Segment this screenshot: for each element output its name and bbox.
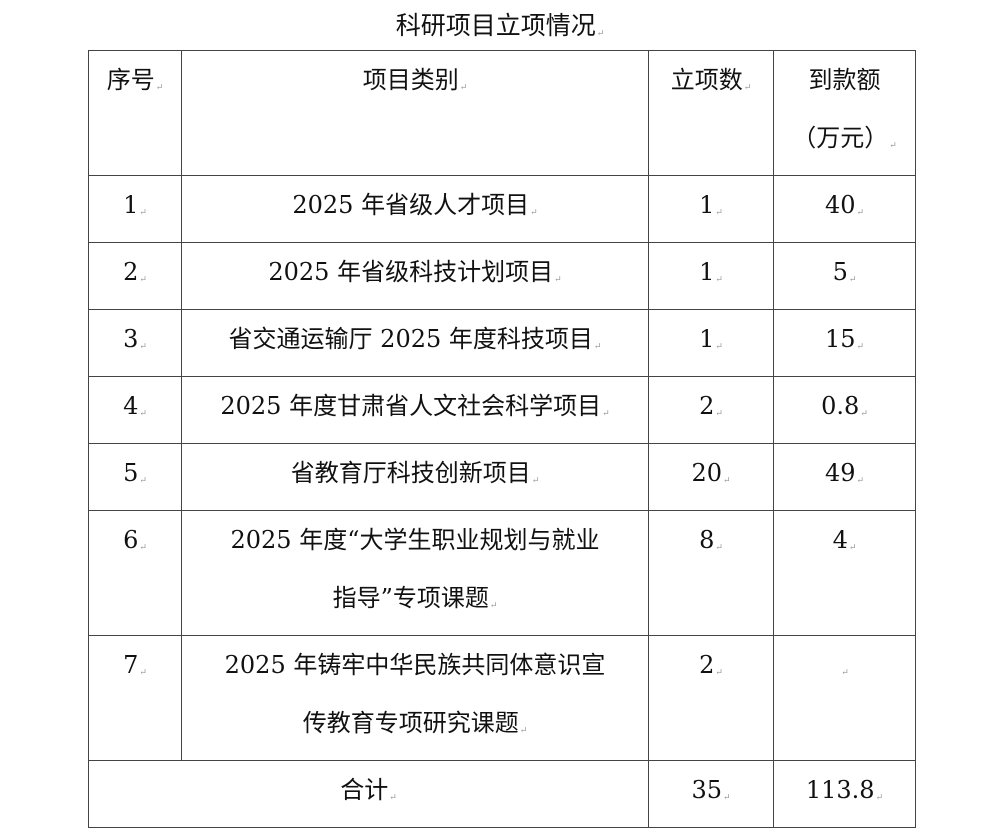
document-title: 科研项目立项情况 (0, 6, 1000, 54)
cell-index: 5 (123, 459, 147, 487)
table-row: 1 2025 年省级人才项目 1 40 (88, 175, 916, 243)
header-category: 项目类别 (181, 50, 649, 176)
cell-category: 2025 年铸牢中华民族共同体意识宣 传教育专项研究课题 (181, 635, 649, 761)
cell-amount: 40 (825, 191, 864, 219)
cell-amount: 5 (833, 258, 857, 286)
cell-index: 7 (123, 651, 147, 679)
cell-count: 20 (691, 459, 730, 487)
table-row: 2 2025 年省级科技计划项目 1 5 (88, 242, 916, 310)
table-row: 5 省教育厅科技创新项目 20 49 (88, 443, 916, 511)
cell-category: 2025 年省级科技计划项目 (268, 258, 561, 286)
cell-category: 2025 年度“大学生职业规划与就业 指导”专项课题 (181, 510, 649, 636)
research-projects-table: 序号 项目类别 立项数 到款额（万元） 1 2025 年省级人才项目 1 40 … (88, 50, 916, 828)
cell-count: 2 (699, 651, 723, 679)
total-label: 合计 (340, 776, 397, 804)
cell-count: 1 (699, 258, 723, 286)
header-amount: 到款额 （万元） (773, 50, 916, 176)
cell-count: 1 (699, 191, 723, 219)
cell-category: 省教育厅科技创新项目 (291, 459, 540, 487)
cell-index: 6 (123, 526, 147, 554)
table-row: 4 2025 年度甘肃省人文社会科学项目 2 0.8 (88, 376, 916, 444)
table-row: 3 省交通运输厅 2025 年度科技项目 1 15 (88, 309, 916, 377)
header-index: 序号 (88, 50, 182, 176)
total-amount: 113.8 (806, 776, 883, 804)
cell-count: 8 (699, 526, 723, 554)
cell-category: 2025 年度甘肃省人文社会科学项目 (220, 392, 609, 420)
cell-index: 1 (123, 191, 147, 219)
table-header-row: 序号 项目类别 立项数 到款额（万元） (88, 50, 916, 176)
cell-amount: 0.8 (821, 392, 868, 420)
cell-index: 3 (123, 325, 147, 353)
cell-count: 1 (699, 325, 723, 353)
total-count: 35 (691, 776, 730, 804)
cell-count: 2 (699, 392, 723, 420)
cell-amount (840, 651, 849, 679)
cell-index: 2 (123, 258, 147, 286)
cell-amount: 49 (825, 459, 864, 487)
header-count: 立项数 (648, 50, 774, 176)
cell-index: 4 (123, 392, 147, 420)
cell-category: 省交通运输厅 2025 年度科技项目 (229, 325, 602, 353)
cell-amount: 15 (825, 325, 864, 353)
cell-category: 2025 年省级人才项目 (292, 191, 537, 219)
cell-amount: 4 (833, 526, 857, 554)
total-row: 合计 35 113.8 (88, 760, 916, 828)
